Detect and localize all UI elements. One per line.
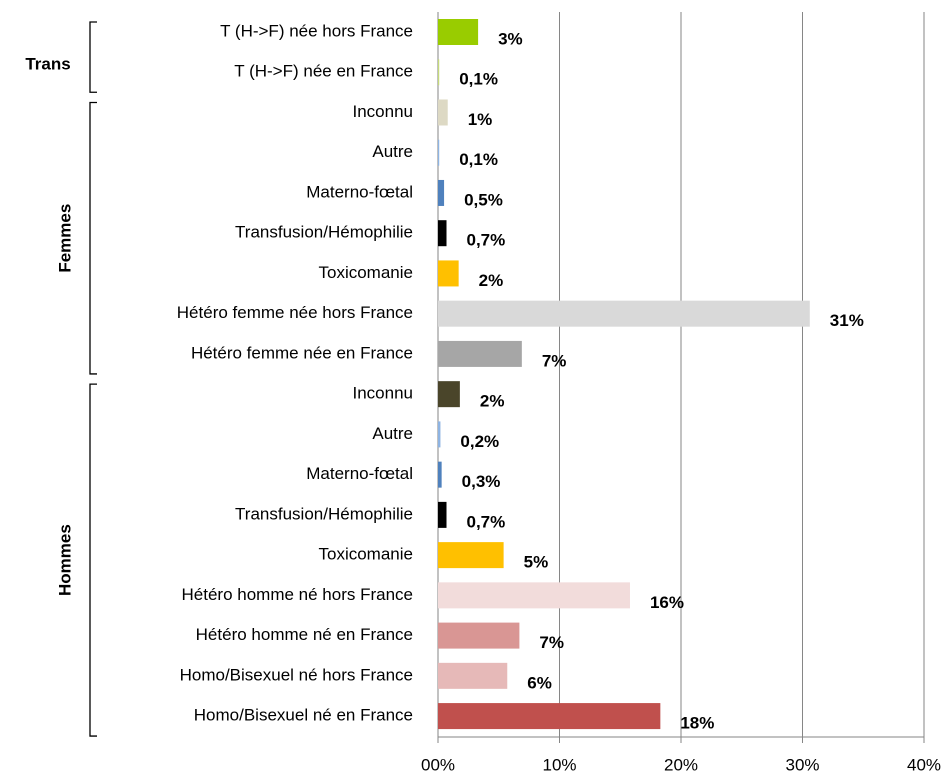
bar <box>438 622 520 649</box>
data-label: 3% <box>498 29 523 48</box>
group-label: Trans <box>25 55 70 74</box>
data-label: 0,3% <box>462 472 501 491</box>
category-label: Materno-fœtal <box>306 182 413 201</box>
category-label: T (H->F) née hors France <box>220 21 413 40</box>
data-label: 6% <box>527 673 552 692</box>
category-label: Hétéro femme née en France <box>191 343 413 362</box>
group-bracket <box>89 383 97 737</box>
category-label: Hétéro homme né en France <box>196 625 413 644</box>
category-label: Transfusion/Hémophilie <box>235 223 413 242</box>
bar <box>438 260 459 287</box>
bar <box>438 461 442 488</box>
bar <box>438 703 661 730</box>
category-label: Toxicomanie <box>319 545 414 564</box>
bar <box>438 59 440 86</box>
group-label: Femmes <box>55 204 74 273</box>
data-label: 31% <box>830 311 864 330</box>
data-label: 0,1% <box>459 70 498 89</box>
category-label: Autre <box>372 424 413 443</box>
bar <box>438 501 447 528</box>
data-label: 1% <box>468 110 493 129</box>
x-tick-label: 10% <box>542 755 576 774</box>
category-label: Hétéro homme né hors France <box>182 585 414 604</box>
data-label: 0,2% <box>460 432 499 451</box>
bar <box>438 179 445 206</box>
category-label: Autre <box>372 142 413 161</box>
bar <box>438 340 522 367</box>
data-label: 5% <box>524 553 549 572</box>
data-label: 2% <box>479 271 504 290</box>
group-bracket <box>89 101 97 375</box>
x-tick-label: 00% <box>421 755 455 774</box>
data-label: 7% <box>539 633 564 652</box>
data-label: 7% <box>542 351 567 370</box>
category-label: Homo/Bisexuel né en France <box>194 706 413 725</box>
category-label: Toxicomanie <box>319 263 414 282</box>
category-label: Hétéro femme née hors France <box>177 303 413 322</box>
data-label: 2% <box>480 392 505 411</box>
bar <box>438 421 441 448</box>
bar <box>438 300 810 327</box>
category-label: Homo/Bisexuel né hors France <box>180 665 413 684</box>
data-label: 0,1% <box>459 150 498 169</box>
category-label: T (H->F) née en France <box>234 62 413 81</box>
category-label: Transfusion/Hémophilie <box>235 504 413 523</box>
data-label: 18% <box>680 714 714 733</box>
data-label: 0,7% <box>467 231 506 250</box>
data-label: 16% <box>650 593 684 612</box>
x-tick-label: 40% <box>907 755 941 774</box>
bar <box>438 220 447 247</box>
bar <box>438 542 504 569</box>
category-label: Inconnu <box>353 102 414 121</box>
data-label: 0,7% <box>467 512 506 531</box>
group-bracket <box>89 21 97 93</box>
bar <box>438 139 440 166</box>
group-label: Hommes <box>55 524 74 596</box>
bar <box>438 582 630 609</box>
bar <box>438 381 460 408</box>
bar <box>438 662 508 689</box>
x-tick-label: 30% <box>785 755 819 774</box>
category-label: Inconnu <box>353 384 414 403</box>
data-label: 0,5% <box>464 190 503 209</box>
bar <box>438 19 479 45</box>
bar <box>438 99 448 126</box>
category-label: Materno-fœtal <box>306 464 413 483</box>
x-tick-label: 20% <box>664 755 698 774</box>
